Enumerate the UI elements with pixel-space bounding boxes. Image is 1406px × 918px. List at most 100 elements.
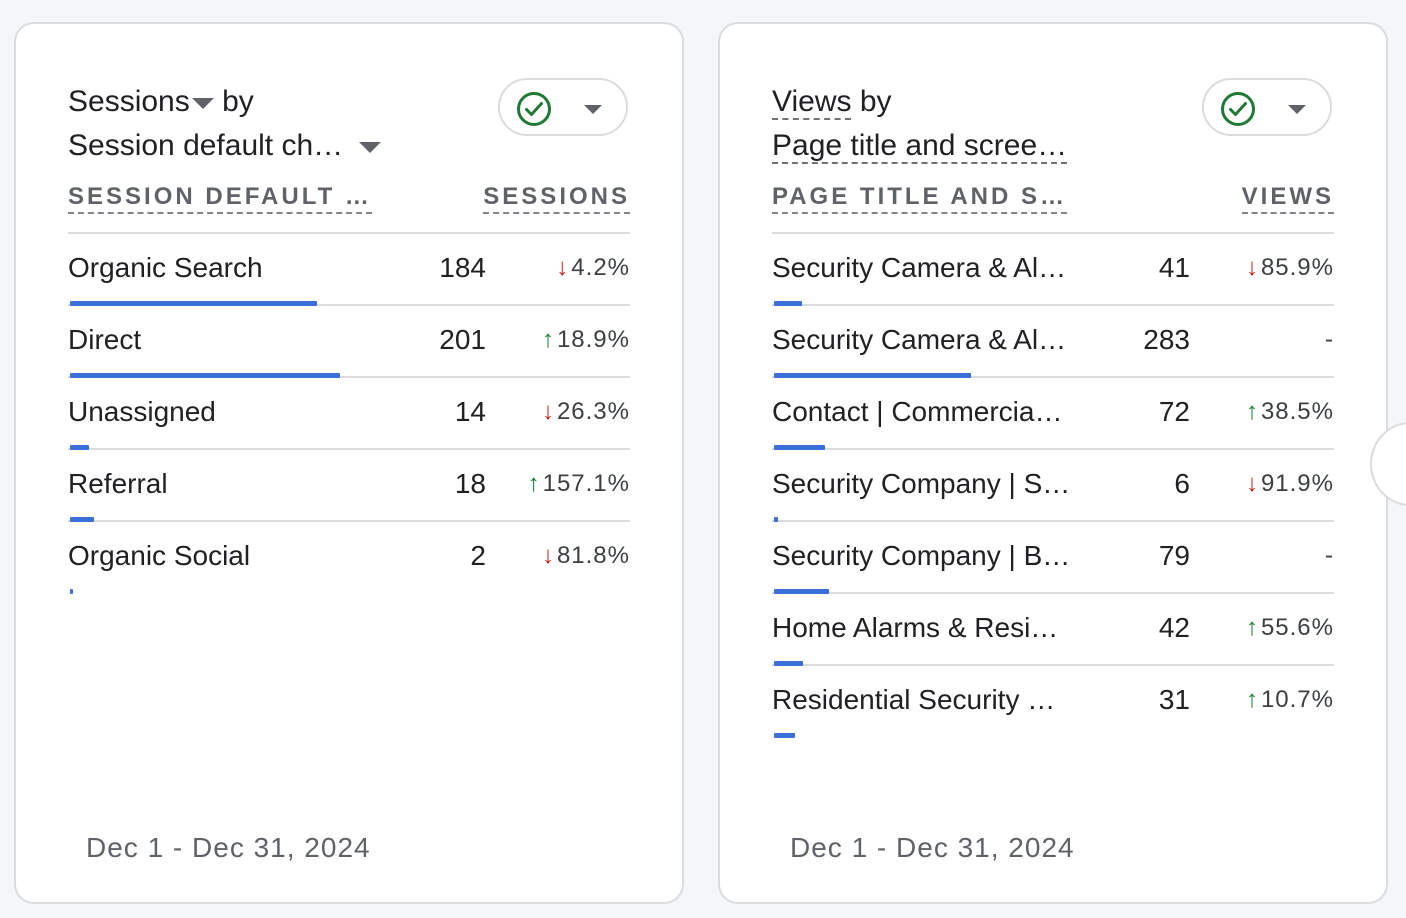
row-change: ↑55.6% [1246,614,1334,642]
date-range: Dec 1 - Dec 31, 2024 [86,832,371,863]
row-proportion-bar [70,301,317,306]
table-row[interactable]: Organic Search 184 ↓4.2% [68,234,630,306]
status-dropdown-button[interactable] [498,78,628,136]
table-row[interactable]: Referral 18 ↑157.1% [68,450,630,522]
row-proportion-bar [70,445,89,450]
status-dropdown-button[interactable] [1202,78,1332,136]
row-proportion-bar [774,301,802,306]
date-range: Dec 1 - Dec 31, 2024 [790,832,1075,863]
chevron-down-icon[interactable] [359,141,382,153]
row-proportion-bar [70,589,73,594]
arrow-up-icon: ↑ [1245,614,1259,641]
row-change: ↓4.2% [556,254,630,282]
row-change: - [1325,326,1334,354]
metric-selector[interactable]: Sessions [68,85,214,118]
table-row[interactable]: Organic Social 2 ↓81.8% [68,522,630,594]
row-label: Organic Social [68,540,251,571]
row-value: 79 [1158,540,1190,571]
row-value: 201 [439,324,486,355]
check-circle-icon [1221,92,1255,126]
table-row[interactable]: Residential Security … 31 ↑10.7% [772,666,1334,738]
row-label: Security Camera & Al… [772,324,1067,355]
row-label: Security Company | S… [772,468,1071,499]
row-value: 14 [454,396,486,427]
column-header-dimension[interactable]: SESSION DEFAULT … [68,182,372,214]
row-change-value: 4.2% [571,254,630,281]
column-header-metric[interactable]: VIEWS [1241,182,1334,214]
arrow-up-icon: ↑ [527,470,541,497]
views-card: Views by Page title and scree… PAGE TITL… [718,22,1388,904]
table-row[interactable]: Contact | Commercia… 72 ↑38.5% [772,378,1334,450]
row-change-value: 18.9% [556,326,630,353]
metric-selector[interactable]: Views [772,85,852,120]
table-row[interactable]: Security Company | S… 6 ↓91.9% [772,450,1334,522]
column-header-dimension[interactable]: PAGE TITLE AND S… [772,182,1068,214]
row-change: ↑18.9% [542,326,630,354]
arrow-down-icon: ↓ [541,398,555,425]
row-value: 283 [1143,324,1190,355]
row-label: Home Alarms & Resi… [772,612,1059,643]
table-rows: Security Camera & Al… 41 ↓85.9% Security Ca… [772,232,1334,738]
chevron-down-icon [584,105,602,114]
table-row[interactable]: Home Alarms & Resi… 42 ↑55.6% [772,594,1334,666]
sessions-card: Sessions by Session default ch… SESSION … [14,22,684,904]
arrow-up-icon: ↑ [1245,686,1259,713]
table-row[interactable]: Unassigned 14 ↓26.3% [68,378,630,450]
table-row[interactable]: Security Camera & Al… 41 ↓85.9% [772,234,1334,306]
arrow-down-icon: ↓ [1245,254,1259,281]
row-proportion-bar [774,517,778,522]
dimension-selector[interactable]: Session default ch… [68,124,382,168]
row-value: 18 [454,468,486,499]
arrow-up-icon: ↑ [1245,398,1259,425]
row-change: ↓26.3% [542,398,630,426]
row-value: 42 [1158,612,1190,643]
row-label: Organic Search [68,252,263,283]
card-title: Views by Page title and scree… [772,80,1068,168]
table-row[interactable]: Direct 201 ↑18.9% [68,306,630,378]
table-row[interactable]: Security Camera & Al… 283 - [772,306,1334,378]
row-change-value: 10.7% [1260,686,1334,713]
row-proportion-bar [774,661,803,666]
row-change-value: 26.3% [556,398,630,425]
row-change-value: 85.9% [1260,254,1334,281]
arrow-down-icon: ↓ [556,254,570,281]
row-change: ↑157.1% [528,470,630,498]
row-change-value: 55.6% [1260,614,1334,641]
row-proportion-bar [70,517,94,522]
row-change: ↓85.9% [1246,254,1334,282]
row-change: - [1325,542,1334,570]
row-proportion-bar [774,445,825,450]
dimension-selector[interactable]: Page title and scree… [772,129,1068,164]
chevron-down-icon [1288,105,1306,114]
card-title: Sessions by Session default ch… [68,80,382,168]
row-value: 184 [439,252,486,283]
row-label: Security Camera & Al… [772,252,1067,283]
row-change: ↑38.5% [1246,398,1334,426]
row-proportion-bar [70,373,340,378]
row-value: 2 [470,540,486,571]
row-value: 31 [1158,684,1190,715]
chevron-down-icon[interactable] [191,97,214,109]
row-change-value: - [1325,542,1334,569]
row-value: 6 [1174,468,1190,499]
row-change-value: 38.5% [1260,398,1334,425]
row-proportion-bar [774,733,795,738]
arrow-down-icon: ↓ [541,542,555,569]
arrow-down-icon: ↓ [1245,470,1259,497]
row-proportion-bar [774,373,971,378]
row-label: Contact | Commercia… [772,396,1063,427]
row-label: Security Company | B… [772,540,1071,571]
row-change-value: 91.9% [1260,470,1334,497]
title-by: by [859,85,892,118]
row-change: ↑10.7% [1246,686,1334,714]
row-change-value: 157.1% [542,470,630,497]
table-rows: Organic Search 184 ↓4.2% Direct 201 ↑18.9% Una… [68,232,630,594]
row-change-value: - [1325,326,1334,353]
row-change: ↓91.9% [1246,470,1334,498]
row-value: 72 [1158,396,1190,427]
arrow-up-icon: ↑ [541,326,555,353]
column-header-metric[interactable]: SESSIONS [483,182,630,214]
row-label: Direct [68,324,142,355]
row-proportion-bar [774,589,829,594]
table-row[interactable]: Security Company | B… 79 - [772,522,1334,594]
